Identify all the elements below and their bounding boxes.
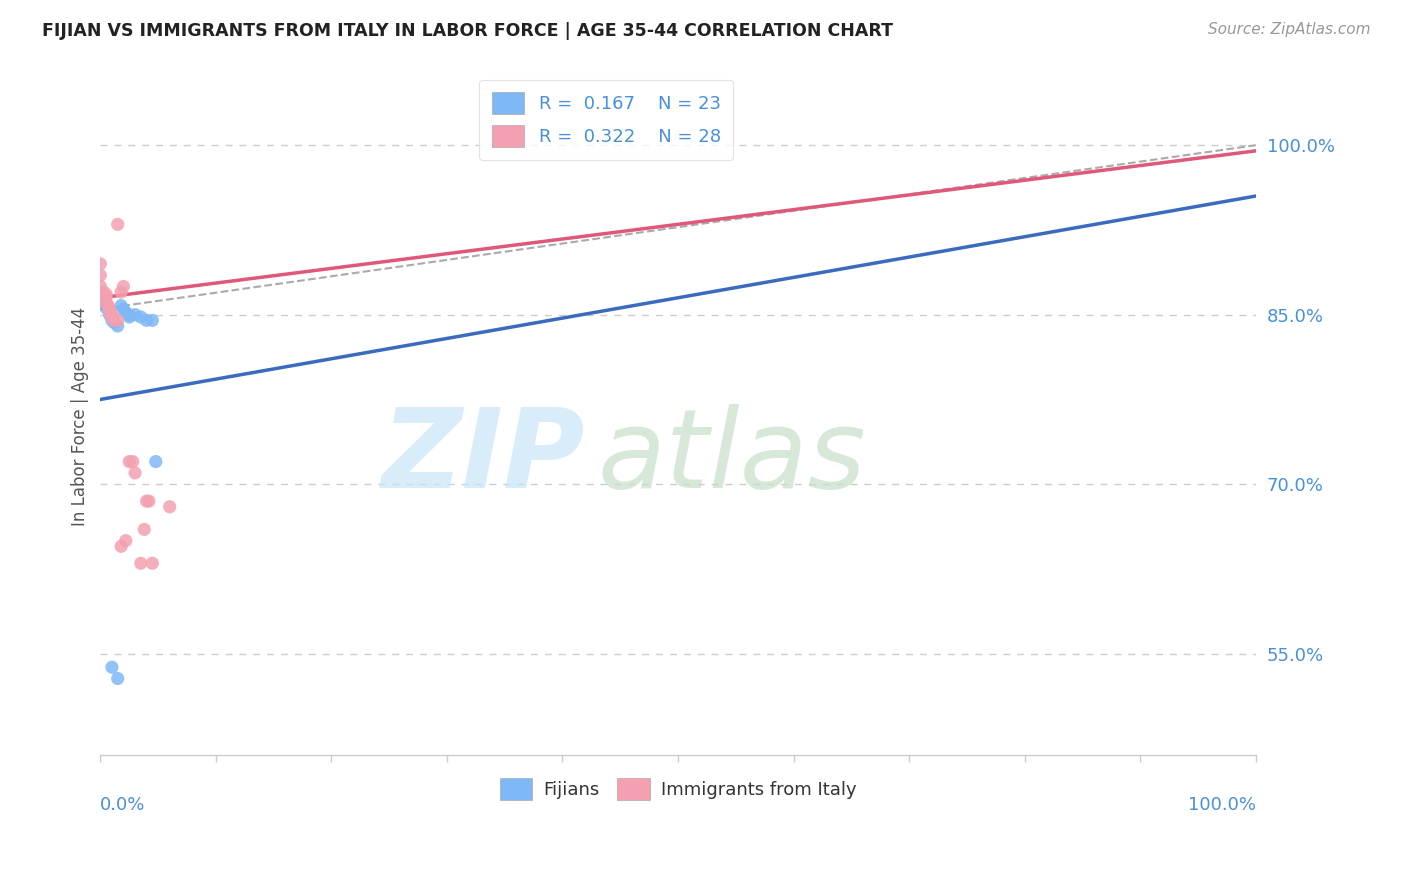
Point [103,313,125,327]
Point [124,466,146,480]
Point [101,660,124,674]
Point [98,305,121,319]
Point [107,217,129,231]
Point [141,556,163,570]
Point [94,296,117,310]
Point [89,257,111,271]
Point [110,539,132,553]
Point [145,454,167,468]
Point [94,299,117,313]
Point [121,454,143,468]
Text: Source: ZipAtlas.com: Source: ZipAtlas.com [1208,22,1371,37]
Point [94,296,117,310]
Point [129,556,152,570]
Point [110,299,132,313]
Point [107,672,129,686]
Text: FIJIAN VS IMMIGRANTS FROM ITALY IN LABOR FORCE | AGE 35-44 CORRELATION CHART: FIJIAN VS IMMIGRANTS FROM ITALY IN LABOR… [42,22,893,40]
Point [103,316,125,330]
Text: atlas: atlas [598,403,866,510]
Point [89,291,111,305]
Point [118,308,141,322]
Point [89,268,111,282]
Point [134,522,156,536]
Point [110,285,132,299]
Point [94,301,117,315]
Point [89,294,111,309]
Point [118,454,141,468]
Point [135,494,157,508]
Text: ZIP: ZIP [382,403,585,510]
Point [101,310,124,324]
Point [101,308,124,322]
Point [93,285,115,299]
Point [112,301,135,316]
Point [107,318,129,333]
Point [159,500,181,514]
Point [89,279,111,293]
Y-axis label: In Labor Force | Age 35-44: In Labor Force | Age 35-44 [72,307,89,526]
Text: 0.0%: 0.0% [100,796,146,814]
Point [107,313,129,327]
Point [98,304,121,318]
Point [98,308,121,322]
Point [94,291,117,305]
Point [138,494,160,508]
Point [112,279,135,293]
Point [114,305,136,319]
Point [124,308,146,322]
Legend: Fijians, Immigrants from Italy: Fijians, Immigrants from Italy [492,771,863,807]
Point [129,310,152,324]
Point [141,313,163,327]
Point [114,533,136,548]
Point [97,299,120,313]
Point [101,313,124,327]
Text: 100.0%: 100.0% [1188,796,1256,814]
Point [101,310,124,324]
Point [98,301,121,316]
Point [94,287,117,301]
Point [135,313,157,327]
Point [118,310,141,324]
